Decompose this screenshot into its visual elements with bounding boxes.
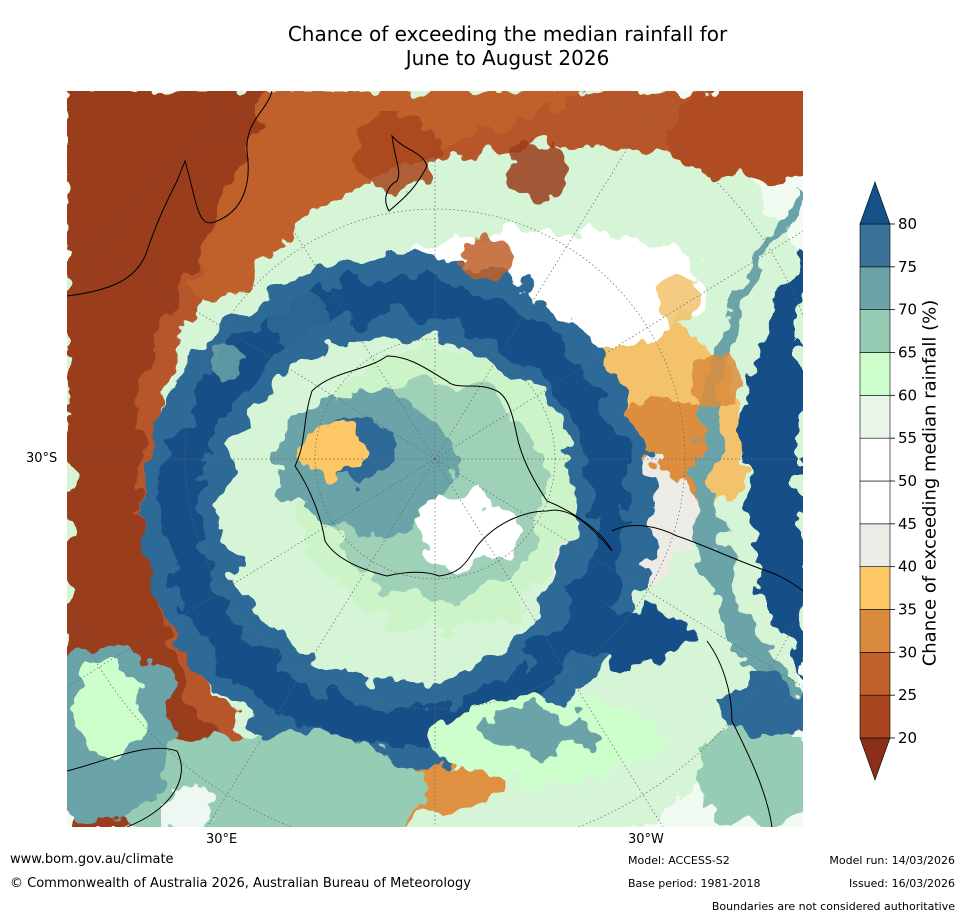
colorbar: 20 25 30 35 40 45 50 55 60 65 70 75 80 bbox=[859, 181, 917, 781]
colorbar-tick-label: 45 bbox=[898, 515, 917, 533]
colorbar-bin bbox=[859, 223, 891, 268]
colorbar-bin bbox=[859, 694, 891, 739]
colorbar-tick-label: 70 bbox=[898, 301, 917, 319]
colorbar-tick-label: 40 bbox=[898, 558, 917, 576]
colorbar-tick-label: 55 bbox=[898, 429, 917, 447]
colorbar-title: Chance of exceeding median rainfall (%) bbox=[919, 299, 941, 667]
colorbar-body bbox=[859, 181, 891, 781]
southern-africa-coastline bbox=[67, 747, 182, 827]
new-zealand-coastline bbox=[385, 134, 428, 212]
model-run-text: Model run: 14/03/2026 bbox=[829, 854, 955, 867]
title-line-1: Chance of exceeding the median rainfall … bbox=[287, 22, 728, 46]
colorbar-bin bbox=[859, 437, 891, 482]
colorbar-tick-label: 75 bbox=[898, 258, 917, 276]
base-period-text: Base period: 1981-2018 bbox=[628, 877, 761, 890]
colorbar-tick-label: 20 bbox=[898, 729, 917, 747]
antarctica-coastline bbox=[294, 355, 613, 577]
lon-label-30e: 30°E bbox=[206, 832, 238, 847]
colorbar-bin bbox=[859, 395, 891, 439]
coastlines bbox=[67, 91, 803, 827]
lon-label-30w: 30°W bbox=[628, 832, 664, 847]
map-svg bbox=[67, 91, 803, 827]
colorbar-bin bbox=[859, 480, 891, 525]
africa-coastline bbox=[706, 640, 773, 827]
colorbar-tick-label: 50 bbox=[898, 472, 917, 490]
colorbar-bin bbox=[859, 523, 891, 567]
colorbar-ticks: 20 25 30 35 40 45 50 55 60 65 70 75 80 bbox=[890, 215, 917, 747]
model-text: Model: ACCESS-S2 bbox=[628, 854, 730, 867]
fine-shading bbox=[161, 111, 743, 827]
colorbar-tick-label: 30 bbox=[898, 643, 917, 661]
title-line-2: June to August 2026 bbox=[405, 46, 610, 70]
colorbar-tick-label: 60 bbox=[898, 386, 917, 404]
colorbar-tick-label: 25 bbox=[898, 686, 917, 704]
colorbar-tick-label: 35 bbox=[898, 601, 917, 619]
colorbar-bin bbox=[859, 309, 891, 353]
rainfall-probability-map bbox=[67, 91, 803, 827]
colorbar-extend-low bbox=[859, 737, 891, 781]
map-title: Chance of exceeding the median rainfall … bbox=[200, 22, 815, 70]
colorbar-bin bbox=[859, 609, 891, 653]
colorbar-tick-label: 65 bbox=[898, 344, 917, 362]
colorbar-extend-high bbox=[859, 181, 891, 225]
australia-coastline bbox=[67, 91, 273, 297]
copyright-text: © Commonwealth of Australia 2026, Austra… bbox=[10, 876, 471, 891]
graticule bbox=[67, 91, 803, 827]
website-link[interactable]: www.bom.gov.au/climate bbox=[10, 852, 174, 867]
colorbar-bin bbox=[859, 266, 891, 310]
colorbar-tick-label: 80 bbox=[898, 215, 917, 233]
colorbar-bin bbox=[859, 352, 891, 396]
issued-text: Issued: 16/03/2026 bbox=[848, 877, 955, 890]
colorbar-bin bbox=[859, 652, 891, 696]
colorbar-bin bbox=[859, 566, 891, 610]
south-america-coastline bbox=[611, 525, 803, 592]
lat-label-30s: 30°S bbox=[26, 451, 58, 466]
disclaimer-text: Boundaries are not considered authoritat… bbox=[711, 900, 955, 913]
